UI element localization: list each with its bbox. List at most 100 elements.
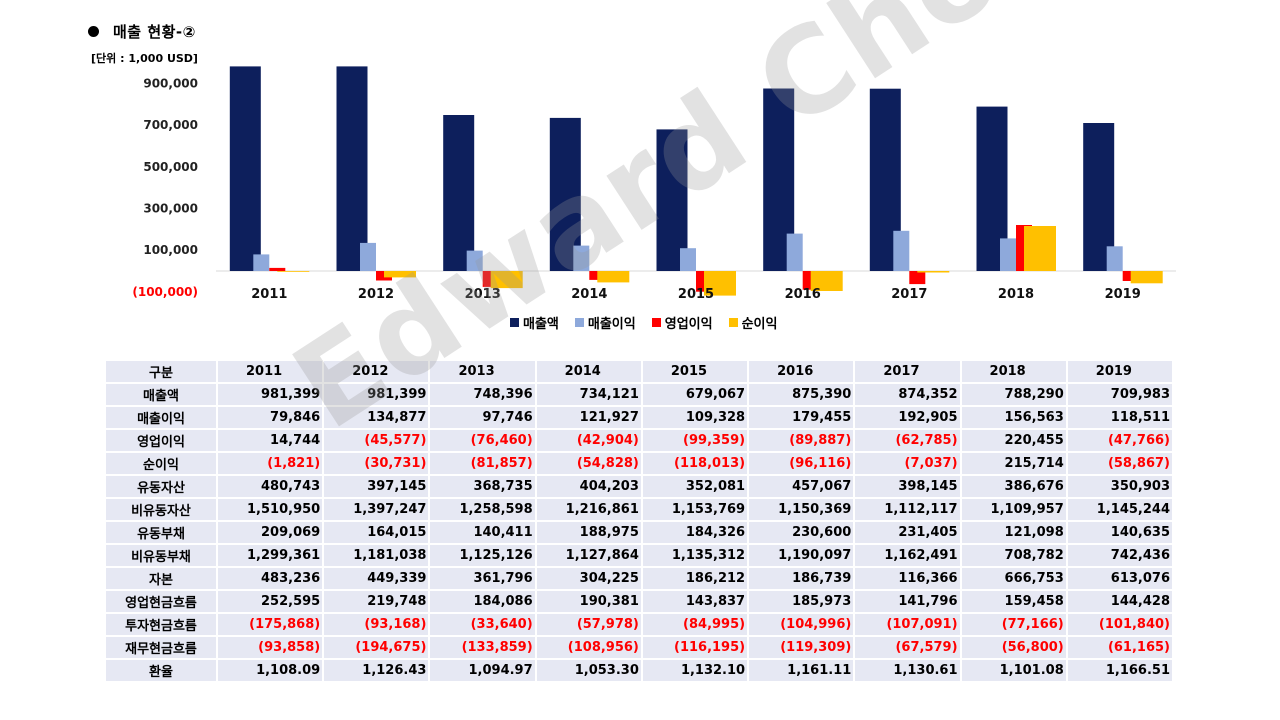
- table-cell: 480,743: [218, 476, 323, 497]
- x-tick-label: 2017: [891, 287, 927, 302]
- table-cell: 1,166.51: [1067, 660, 1172, 681]
- table-cell: 457,067: [749, 476, 854, 497]
- table-cell: 397,145: [324, 476, 429, 497]
- table-cell: 190,381: [536, 591, 641, 612]
- bar-순이익-2019: [1130, 271, 1163, 284]
- bar-매출이익-2012: [360, 242, 376, 271]
- table-cell: 1,216,861: [536, 499, 641, 520]
- table-cell: (62,785): [855, 430, 960, 451]
- table-cell: 708,782: [961, 545, 1066, 566]
- table-cell: 368,735: [430, 476, 535, 497]
- table-header-year: 2013: [430, 361, 535, 382]
- table-cell: 231,405: [855, 522, 960, 543]
- table-cell: 109,328: [642, 407, 748, 428]
- y-tick-label: 100,000: [143, 243, 198, 257]
- table-cell: (67,579): [855, 637, 960, 658]
- table-cell: (93,858): [218, 637, 323, 658]
- table-cell: 79,846: [218, 407, 323, 428]
- table-cell: 1,127,864: [536, 545, 641, 566]
- table-cell: 141,796: [855, 591, 960, 612]
- table-cell: (81,857): [430, 453, 535, 474]
- y-tick-label: 500,000: [143, 160, 198, 174]
- table-cell: 788,290: [961, 384, 1066, 405]
- table-cell: 121,098: [961, 522, 1066, 543]
- table-cell: 1,181,038: [324, 545, 429, 566]
- y-tick-label: 300,000: [143, 201, 198, 215]
- row-label: 환율: [106, 660, 216, 681]
- sales-chart: 900,000 700,000 500,000 300,000 100,000 (100,…: [132, 66, 1176, 302]
- bar-영업이익-2017: [909, 271, 926, 285]
- table-cell: 186,739: [749, 568, 854, 589]
- table-cell: 192,905: [855, 407, 960, 428]
- table-cell: 220,455: [961, 430, 1066, 451]
- table-header-label: 구분: [106, 361, 216, 382]
- table-cell: 1,112,117: [855, 499, 960, 520]
- table-cell: 1,258,598: [430, 499, 535, 520]
- table-header-year: 2014: [536, 361, 641, 382]
- bar-매출액-2011: [229, 66, 261, 272]
- table-cell: 1,126.43: [324, 660, 429, 681]
- bar-순이익-2011: [277, 271, 310, 272]
- table-cell: (119,309): [749, 637, 854, 658]
- bar-순이익-2012: [384, 271, 416, 278]
- x-tick-label: 2016: [785, 287, 821, 302]
- bar-매출이익-2013: [466, 250, 483, 271]
- table-cell: 116,366: [855, 568, 960, 589]
- table-cell: 252,595: [218, 591, 323, 612]
- table-cell: 97,746: [430, 407, 535, 428]
- table-cell: (42,904): [536, 430, 641, 451]
- table-cell: 144,428: [1067, 591, 1172, 612]
- y-tick-label: (100,000): [132, 285, 198, 299]
- bar-매출이익-2016: [786, 233, 803, 271]
- y-tick-label: 700,000: [143, 118, 198, 132]
- table-row: 자본 483,236 449,339 361,796 304,225 186,212 186…: [106, 568, 1172, 589]
- table-cell: (77,166): [961, 614, 1066, 635]
- row-label: 영업이익: [106, 430, 216, 451]
- table-cell: (101,840): [1067, 614, 1172, 635]
- table-cell: 666,753: [961, 568, 1066, 589]
- table-cell: (58,867): [1067, 453, 1172, 474]
- table-cell: 1,135,312: [642, 545, 748, 566]
- table-cell: (47,766): [1067, 430, 1172, 451]
- table-cell: 1,101.08: [961, 660, 1066, 681]
- table-cell: (7,037): [855, 453, 960, 474]
- bar-순이익-2014: [597, 271, 630, 283]
- row-label: 영업현금흐름: [106, 591, 216, 612]
- legend-swatch: [728, 318, 738, 327]
- table-cell: 304,225: [536, 568, 641, 589]
- table-cell: 156,563: [961, 407, 1066, 428]
- table-cell: 352,081: [642, 476, 748, 497]
- table-cell: 215,714: [961, 453, 1066, 474]
- bar-순이익-2015: [704, 271, 736, 296]
- x-tick-label: 2015: [678, 287, 714, 302]
- table-row: 유동부채 209,069 164,015 140,411 188,975 184,326 2…: [106, 522, 1172, 543]
- table-cell: 209,069: [218, 522, 323, 543]
- bar-순이익-2013: [490, 271, 523, 289]
- legend-item: 매출이익: [574, 313, 636, 332]
- x-tick-label: 2012: [358, 287, 394, 302]
- table-row: 비유동자산 1,510,950 1,397,247 1,258,598 1,216,86…: [106, 499, 1172, 520]
- table-cell: 398,145: [855, 476, 960, 497]
- table-cell: 709,983: [1067, 384, 1172, 405]
- table-cell: 350,903: [1067, 476, 1172, 497]
- table-header-year: 2011: [218, 361, 323, 382]
- table-row: 매출이익 79,846 134,877 97,746 121,927 109,328 179…: [106, 407, 1172, 428]
- bar-매출액-2012: [336, 66, 368, 272]
- table-cell: 361,796: [430, 568, 535, 589]
- x-tick-label: 2013: [465, 287, 501, 302]
- table-cell: 386,676: [961, 476, 1066, 497]
- legend-label: 매출이익: [587, 317, 636, 332]
- legend-item: 순이익: [728, 313, 777, 332]
- table-cell: (45,577): [324, 430, 429, 451]
- row-label: 매출이익: [106, 407, 216, 428]
- table-cell: 219,748: [324, 591, 429, 612]
- bar-매출이익-2011: [253, 254, 270, 271]
- legend-label: 매출액: [523, 317, 559, 332]
- table-cell: (84,995): [642, 614, 748, 635]
- table-cell: (133,859): [430, 637, 535, 658]
- table-cell: 179,455: [749, 407, 854, 428]
- legend-label: 영업이익: [664, 317, 713, 332]
- table-cell: 188,975: [536, 522, 641, 543]
- table-header-row: 구분 2011 2012 2013 2014 2015 2016 2017 2018 2019: [106, 361, 1172, 382]
- table-cell: (89,887): [749, 430, 854, 451]
